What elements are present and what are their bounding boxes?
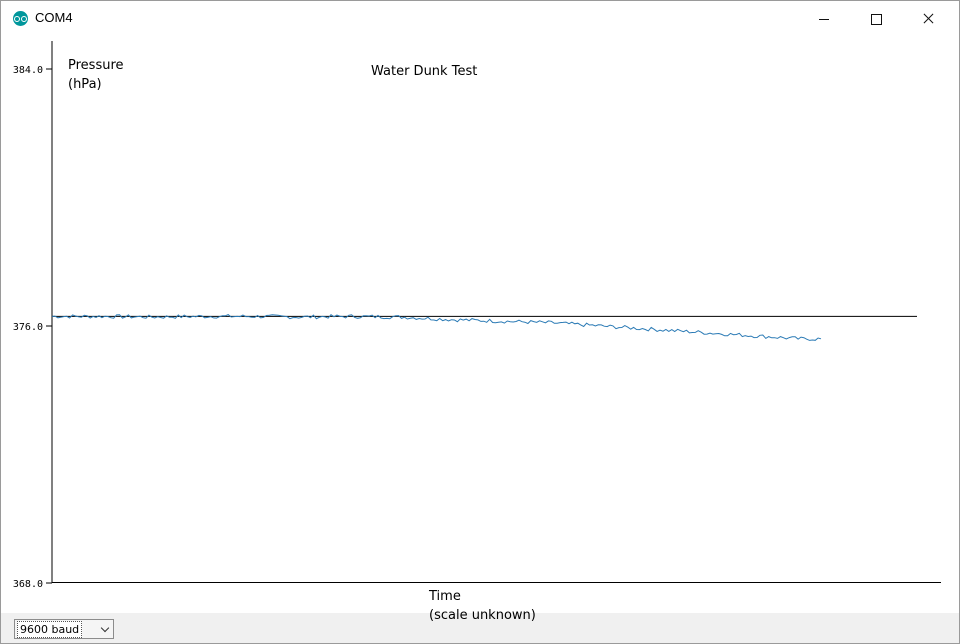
bottom-toolbar: 9600 baud — [1, 613, 959, 643]
plot-area: 384.0 376.0 368.0 — [13, 41, 941, 590]
y-tick-label: 368.0 — [13, 579, 43, 590]
x-axis-label-line1: Time — [429, 589, 461, 604]
chart-title: Water Dunk Test — [371, 64, 478, 79]
maximize-button[interactable] — [853, 1, 899, 37]
x-axis-label-line2: (scale unknown) — [429, 608, 536, 623]
x-axis-label: Time (scale unknown) — [429, 587, 536, 625]
title-bar[interactable]: COM4 — [1, 1, 959, 37]
y-axis-label-line2: (hPa) — [68, 77, 102, 92]
y-tick-label: 384.0 — [13, 65, 43, 76]
arduino-icon — [13, 11, 28, 26]
pressure-series-line — [51, 314, 822, 341]
y-ticks: 384.0 376.0 368.0 — [13, 65, 52, 590]
baud-rate-value: 9600 baud — [17, 621, 83, 638]
window-title: COM4 — [35, 10, 73, 25]
y-axis-label-line1: Pressure — [68, 58, 124, 73]
chevron-down-icon — [100, 623, 110, 633]
y-axis-label: Pressure (hPa) — [68, 56, 124, 94]
baud-rate-select[interactable]: 9600 baud — [14, 619, 114, 639]
minimize-button[interactable] — [801, 1, 847, 37]
y-tick-label: 376.0 — [13, 322, 43, 333]
